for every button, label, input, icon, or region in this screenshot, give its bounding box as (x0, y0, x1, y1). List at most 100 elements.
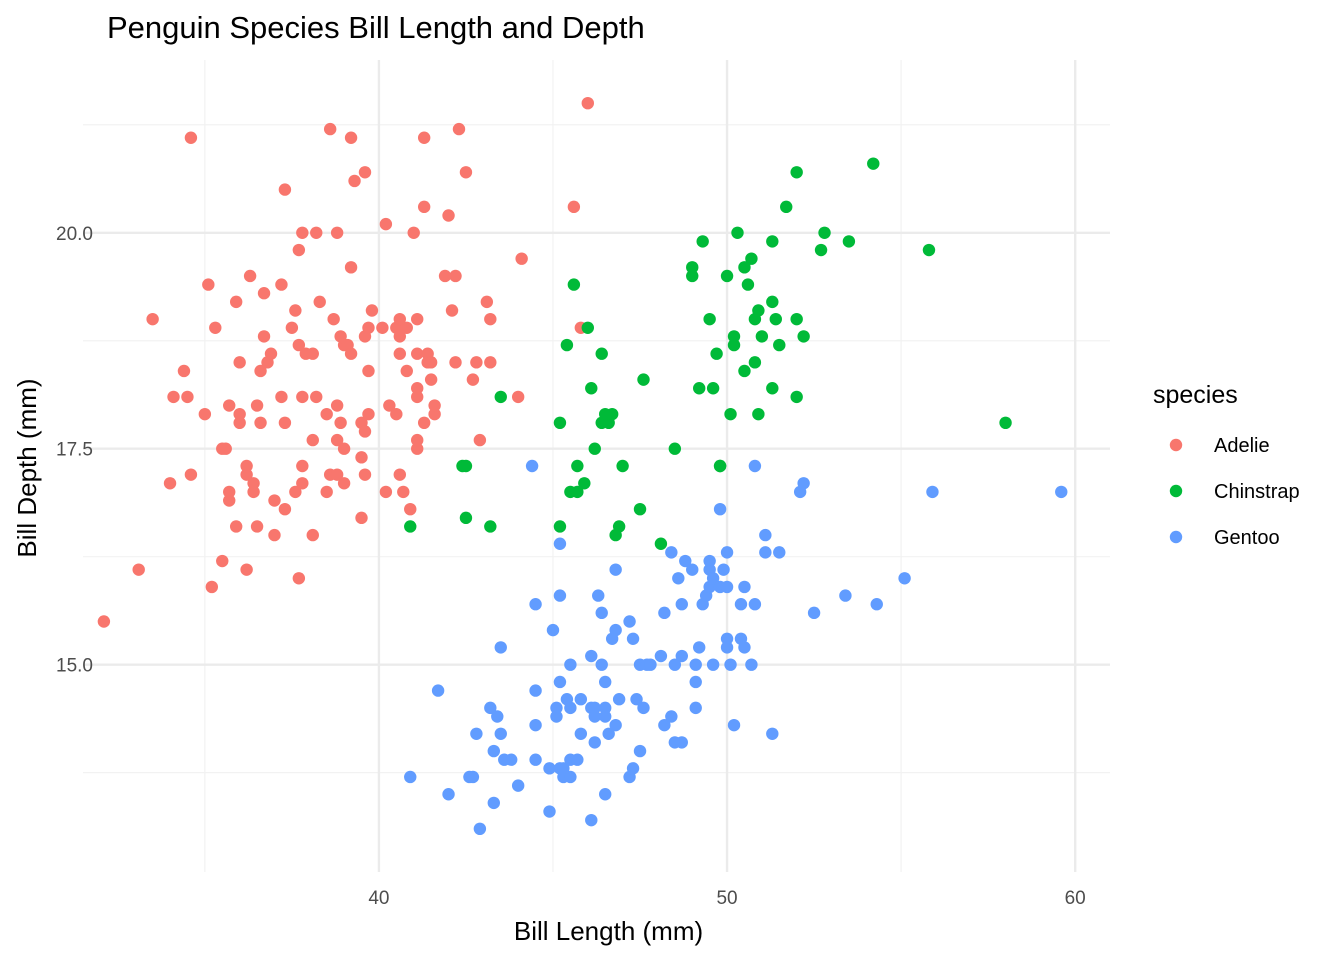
data-point (870, 598, 883, 611)
data-point (609, 718, 622, 732)
data-point (320, 485, 333, 499)
data-point (748, 598, 762, 611)
data-point (292, 572, 306, 585)
data-point (268, 494, 281, 507)
data-point (585, 382, 598, 395)
data-point (689, 701, 702, 715)
data-point (240, 563, 253, 576)
data-point (365, 304, 379, 317)
series-gentoo (404, 459, 1068, 836)
data-point (720, 269, 734, 283)
data-point (442, 788, 455, 801)
data-point (720, 546, 734, 559)
data-point (466, 770, 480, 784)
data-point (626, 632, 640, 645)
data-point (727, 338, 741, 352)
data-point (693, 382, 706, 395)
data-point (773, 338, 786, 352)
data-point (529, 753, 542, 766)
data-point (358, 425, 372, 438)
data-point (738, 364, 751, 378)
data-point (658, 718, 671, 732)
data-point (633, 502, 647, 516)
data-point (404, 770, 417, 784)
data-point (376, 321, 389, 334)
data-point (734, 598, 748, 611)
data-point (574, 727, 588, 740)
data-point (275, 390, 288, 404)
data-point (487, 744, 500, 758)
y-tick-label: 20.0 (56, 224, 93, 245)
data-point (731, 226, 744, 239)
data-point (438, 269, 452, 283)
data-point (769, 312, 782, 326)
data-point (511, 390, 525, 404)
data-point (637, 701, 650, 715)
data-point (571, 459, 584, 473)
data-point (411, 390, 424, 404)
data-point (675, 736, 688, 749)
data-point (766, 295, 779, 309)
legend-label-adelie: Adelie (1214, 435, 1270, 457)
data-point (379, 485, 393, 499)
data-point (393, 468, 407, 481)
legend-key-adelie (1169, 438, 1183, 452)
data-points (97, 96, 1068, 836)
data-point (278, 502, 292, 516)
data-point (362, 364, 375, 378)
data-point (720, 580, 734, 594)
data-point (588, 701, 601, 715)
data-point (564, 770, 577, 784)
data-point (310, 226, 323, 239)
data-point (459, 459, 473, 473)
data-point (250, 520, 264, 533)
data-point (529, 684, 542, 697)
data-point (132, 563, 145, 576)
data-point (348, 174, 361, 188)
data-point (1055, 485, 1068, 499)
data-point (745, 252, 758, 265)
data-point (358, 166, 372, 179)
chart-title: Penguin Species Bill Length and Depth (107, 10, 645, 45)
x-tick-label: 60 (1065, 888, 1086, 909)
data-point (240, 468, 253, 481)
data-point (564, 658, 577, 671)
data-point (658, 606, 671, 620)
data-point (330, 468, 344, 481)
data-point (759, 546, 772, 559)
data-point (397, 485, 410, 499)
data-point (668, 442, 682, 455)
data-point (247, 477, 260, 490)
data-point (313, 295, 326, 309)
series-adelie (97, 96, 594, 628)
legend-title: species (1153, 381, 1238, 409)
data-point (605, 407, 619, 421)
data-point (706, 382, 720, 395)
data-point (393, 347, 407, 360)
data-point (599, 675, 612, 689)
data-point (452, 122, 466, 136)
data-point (612, 520, 626, 533)
data-point (926, 485, 939, 499)
x-axis-title: Bill Length (mm) (514, 916, 703, 946)
legend-key-chinstrap (1169, 484, 1183, 498)
major-gridlines (83, 60, 1110, 872)
data-point (254, 364, 267, 378)
data-point (553, 416, 567, 430)
data-point (330, 226, 344, 239)
data-point (668, 658, 682, 671)
data-point (807, 606, 821, 620)
data-point (867, 157, 880, 170)
data-point (675, 649, 688, 663)
y-tick-label: 17.5 (56, 440, 93, 461)
data-point (511, 779, 525, 792)
data-point (585, 813, 598, 827)
data-point (344, 131, 358, 144)
data-point (250, 399, 264, 412)
data-point (379, 217, 393, 231)
data-point (654, 649, 668, 663)
data-point (306, 528, 319, 542)
data-point (745, 658, 758, 671)
data-point (264, 347, 278, 360)
data-point (470, 727, 483, 740)
